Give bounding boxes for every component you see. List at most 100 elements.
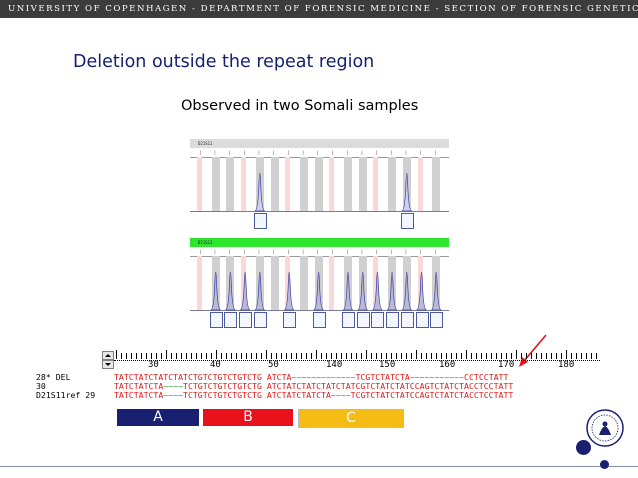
ruler-tick (541, 353, 542, 359)
ruler-tick (136, 353, 137, 359)
scroll-down-button[interactable] (102, 360, 114, 369)
ruler-tick (256, 353, 257, 359)
ruler-tick (301, 353, 302, 359)
allele-call-box (400, 312, 414, 328)
allele-peak (401, 172, 412, 212)
ruler-tick (491, 353, 492, 359)
ruler-tick (351, 353, 352, 359)
ruler-tick (436, 353, 437, 359)
trace-header-strip: D21S11 (190, 238, 449, 247)
ruler-tick (446, 353, 447, 359)
ruler-tick (316, 350, 317, 359)
allele-call-box (312, 312, 326, 328)
slide-title: Deletion outside the repeat region (73, 52, 375, 72)
ruler-tick (146, 353, 147, 359)
ruler-tick (571, 353, 572, 359)
ruler-numbers: 30 40 50 140 150 160 170 180 (114, 360, 600, 370)
ruler-tick (551, 353, 552, 359)
axis-tick: | (419, 249, 422, 254)
ruler-tick (466, 350, 467, 359)
axis-tick: | (390, 249, 393, 254)
allele-bin (270, 256, 279, 310)
ruler-tick (481, 353, 482, 359)
axis-tick: | (434, 249, 437, 254)
allele-bin (373, 157, 379, 211)
allele-bin (285, 157, 291, 211)
axis-tick: | (360, 150, 364, 155)
ruler-tick (296, 353, 297, 359)
ruler-number: 150 (379, 360, 396, 370)
allele-call-box (253, 213, 267, 229)
allele-peak (284, 271, 295, 311)
ruler-tick (396, 353, 397, 359)
axis-tick: | (287, 150, 290, 155)
ruler-tick (286, 353, 287, 359)
ruler-tick (131, 353, 132, 359)
ruler-tick (271, 353, 272, 359)
allele-bin (417, 157, 423, 211)
ruler-tick (456, 353, 457, 359)
ruler-number: 40 (210, 360, 221, 370)
ruler-tick (216, 350, 217, 359)
axis-tick: | (228, 249, 231, 254)
region-b-box: B (203, 409, 293, 426)
axis-tick: | (375, 249, 378, 254)
ruler-tick (596, 353, 597, 359)
sequence-name: 30 (36, 381, 46, 391)
axis-tick: | (272, 150, 275, 155)
allele-bin (197, 256, 202, 310)
allele-peak (357, 271, 368, 311)
ruler-number: 140 (326, 360, 343, 370)
axis-tick: | (228, 150, 231, 155)
ruler-tick (376, 353, 377, 359)
position-ruler (114, 350, 600, 361)
ruler-tick (291, 353, 292, 359)
ruler-tick (441, 353, 442, 359)
ruler-tick (401, 353, 402, 359)
ruler-tick (386, 353, 387, 359)
axis-tick: | (360, 249, 364, 254)
ruler-tick (176, 353, 177, 359)
ruler-tick (171, 353, 172, 359)
sequence-text: TATCTATCTA~~~~TCTGTCTGTCTGTCTG ATCTATCTA… (114, 390, 514, 400)
ruler-number: 50 (268, 360, 279, 370)
ruler-tick (191, 353, 192, 359)
axis-tick: | (375, 150, 378, 155)
axis-tick: | (243, 249, 246, 254)
allele-bin (358, 157, 367, 211)
decorative-dot-large (576, 440, 591, 455)
allele-bin (241, 256, 247, 310)
ruler-tick (391, 353, 392, 359)
ruler-tick (356, 353, 357, 359)
allele-call-box (342, 312, 355, 328)
allele-call-box (283, 312, 297, 328)
scroll-up-button[interactable] (102, 351, 114, 360)
ruler-tick (306, 353, 307, 359)
trace-sample-label: D21S11 (198, 141, 213, 146)
slide-subtitle: Observed in two Somali samples (181, 98, 419, 114)
ruler-tick (516, 350, 517, 359)
allele-call-labels (190, 312, 449, 330)
peak-trace (254, 172, 412, 212)
ruler-tick (196, 353, 197, 359)
axis-tick: | (316, 150, 320, 155)
axis-tick: | (404, 150, 408, 155)
ruler-tick (211, 353, 212, 359)
ruler-number: 170 (498, 360, 515, 370)
ruler-tick (266, 350, 267, 359)
axis-tick: | (301, 150, 305, 155)
axis-tick: | (199, 249, 202, 254)
allele-call-box (371, 312, 385, 328)
axis-tick: | (243, 150, 246, 155)
trace-baseline (190, 211, 449, 212)
axis-tick: | (257, 150, 261, 155)
trace-plot-area (190, 157, 449, 213)
allele-bin (299, 157, 308, 211)
ruler-tick (121, 353, 122, 359)
ruler-tick (311, 353, 312, 359)
ruler-tick (221, 353, 222, 359)
ruler-tick (161, 353, 162, 359)
allele-bin (329, 256, 335, 310)
allele-bin (241, 157, 247, 211)
ruler-tick (151, 353, 152, 359)
